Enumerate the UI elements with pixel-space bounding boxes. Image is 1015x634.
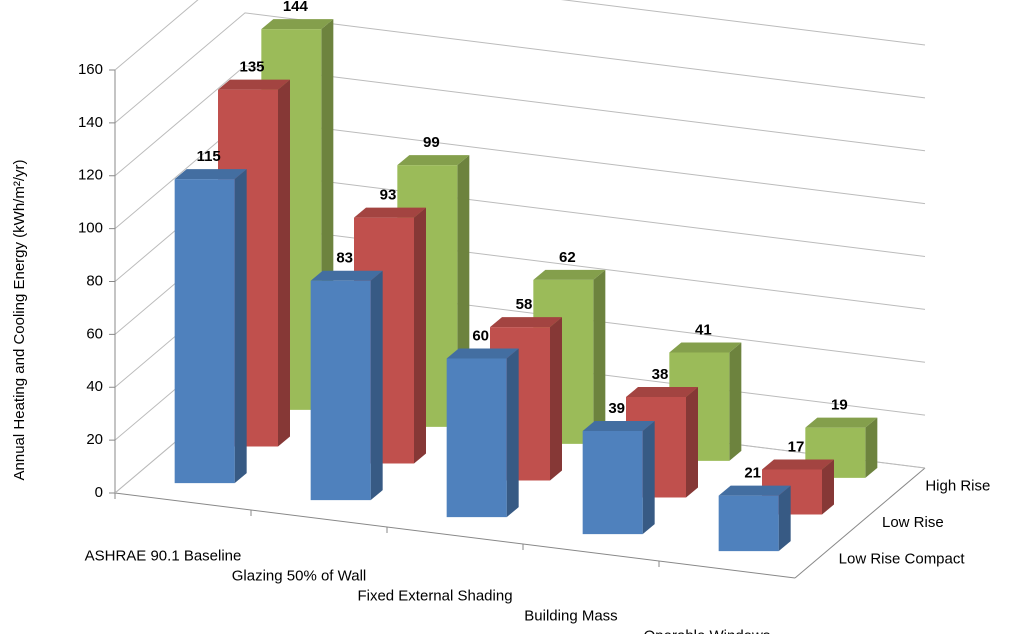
bar bbox=[174, 169, 247, 484]
bar-side bbox=[506, 348, 519, 518]
y-tick-label: 60 bbox=[86, 325, 103, 342]
value-label: 135 bbox=[239, 59, 264, 76]
bar-side bbox=[593, 269, 606, 444]
y-tick-label: 80 bbox=[86, 272, 103, 289]
bar-top bbox=[310, 270, 383, 281]
legend-label: High Rise bbox=[925, 477, 990, 494]
value-label: 62 bbox=[559, 249, 576, 266]
x-tick-label: Operable Windows bbox=[644, 627, 771, 634]
bar-top bbox=[446, 348, 519, 359]
bar-side bbox=[370, 270, 383, 501]
bar-side bbox=[642, 421, 655, 535]
bar-top bbox=[626, 387, 698, 398]
bar-front bbox=[174, 179, 235, 484]
value-label: 58 bbox=[516, 296, 533, 313]
x-axis bbox=[114, 492, 796, 579]
x-tick-label: ASHRAE 90.1 Baseline bbox=[85, 547, 242, 564]
value-label: 39 bbox=[608, 400, 625, 417]
value-label: 144 bbox=[283, 0, 309, 15]
bar-side bbox=[729, 342, 742, 461]
bar-top bbox=[261, 19, 334, 30]
value-label: 19 bbox=[831, 397, 848, 414]
y-tick-label: 140 bbox=[78, 114, 103, 131]
legend-label: Low Rise bbox=[882, 514, 944, 531]
bar bbox=[718, 485, 791, 552]
bar-top bbox=[533, 269, 606, 280]
bar-top bbox=[354, 207, 426, 218]
x-tick-label: Fixed External Shading bbox=[357, 587, 512, 604]
value-label: 17 bbox=[788, 439, 805, 456]
bar-top bbox=[218, 79, 290, 90]
grid-line bbox=[114, 0, 926, 71]
value-label: 38 bbox=[652, 366, 669, 383]
bar bbox=[446, 348, 519, 518]
bar-front bbox=[310, 280, 371, 501]
depth-axis bbox=[794, 467, 926, 579]
x-tick-label: Building Mass bbox=[524, 607, 617, 624]
bar-front bbox=[718, 495, 779, 552]
value-label: 41 bbox=[695, 321, 712, 338]
bar-top bbox=[397, 155, 470, 166]
value-label: 93 bbox=[380, 187, 397, 204]
bar-side bbox=[686, 387, 698, 498]
bar-side bbox=[550, 317, 562, 481]
x-tick-label: Glazing 50% of Wall bbox=[232, 567, 367, 584]
legend-label: Low Rise Compact bbox=[839, 551, 966, 568]
bar-side bbox=[778, 485, 791, 552]
value-label: 83 bbox=[336, 250, 353, 267]
bar-top bbox=[669, 342, 742, 353]
value-label: 115 bbox=[197, 148, 221, 165]
bar-top bbox=[718, 485, 791, 496]
bar-top bbox=[490, 317, 562, 328]
value-label: 60 bbox=[472, 328, 489, 345]
bar-top bbox=[805, 417, 878, 428]
bar-top bbox=[174, 169, 247, 180]
bar-top bbox=[762, 459, 834, 470]
y-tick-label: 100 bbox=[78, 220, 103, 237]
y-tick-label: 20 bbox=[86, 431, 103, 448]
bar-front bbox=[446, 358, 507, 518]
bar-front bbox=[582, 431, 643, 535]
grid-line bbox=[114, 12, 926, 124]
bar-side bbox=[414, 207, 426, 464]
bar bbox=[582, 421, 655, 535]
value-label: 99 bbox=[423, 134, 440, 151]
bar-side bbox=[278, 79, 290, 447]
grid-line bbox=[114, 65, 926, 177]
bar-side bbox=[234, 169, 247, 484]
bar-side bbox=[822, 459, 834, 515]
y-tick-label: 40 bbox=[86, 378, 103, 395]
bar-top bbox=[582, 421, 655, 432]
y-tick-label: 160 bbox=[78, 61, 103, 78]
bar-side bbox=[865, 417, 878, 478]
y-axis-label: Annual Heating and Cooling Energy (kWh/m… bbox=[11, 160, 28, 481]
y-tick-label: 120 bbox=[78, 167, 103, 184]
y-tick-label: 0 bbox=[95, 484, 103, 501]
bar bbox=[310, 270, 383, 501]
value-label: 21 bbox=[744, 465, 761, 482]
